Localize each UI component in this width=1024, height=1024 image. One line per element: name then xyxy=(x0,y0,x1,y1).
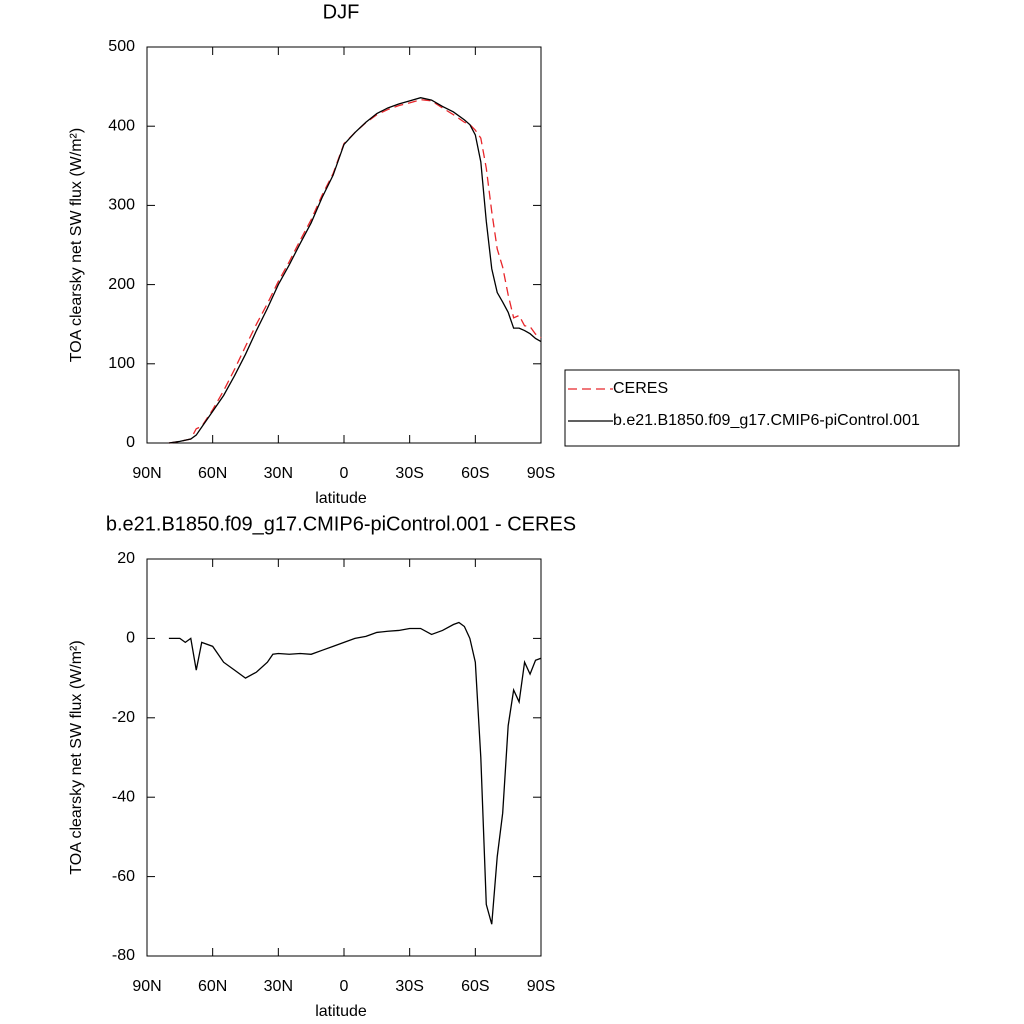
chart-title: DJF xyxy=(323,1,360,23)
y-tick-label: -20 xyxy=(112,709,135,726)
y-tick-label: 400 xyxy=(108,117,135,134)
x-axis-label: latitude xyxy=(315,490,367,507)
x-tick-label: 30N xyxy=(264,465,293,482)
y-tick-label: 0 xyxy=(126,434,135,451)
legend-label: CERES xyxy=(613,380,668,397)
x-tick-label: 60N xyxy=(198,465,227,482)
x-tick-label: 90N xyxy=(132,978,161,995)
x-tick-label: 60N xyxy=(198,978,227,995)
y-tick-label: -80 xyxy=(112,947,135,964)
x-tick-label: 0 xyxy=(340,978,349,995)
plot-frame xyxy=(146,46,542,444)
y-tick-label: -60 xyxy=(112,868,135,885)
chart-title: b.e21.B1850.f09_g17.CMIP6-piControl.001 … xyxy=(106,513,576,535)
y-tick-label: -40 xyxy=(112,788,135,805)
y-tick-label: 0 xyxy=(126,630,135,647)
y-tick-label: 300 xyxy=(108,197,135,214)
x-tick-label: 90S xyxy=(527,978,555,995)
x-tick-label: 0 xyxy=(340,465,349,482)
x-tick-label: 90N xyxy=(132,465,161,482)
x-tick-label: 90S xyxy=(527,465,555,482)
x-tick-label: 60S xyxy=(461,465,489,482)
y-tick-label: 500 xyxy=(108,38,135,55)
x-tick-label: 30S xyxy=(395,978,423,995)
y-tick-label: 20 xyxy=(117,550,135,567)
data-line xyxy=(168,97,542,444)
plot-frame xyxy=(146,558,542,957)
y-tick-label: 100 xyxy=(108,355,135,372)
legend-label: b.e21.B1850.f09_g17.CMIP6-piControl.001 xyxy=(613,412,920,429)
x-tick-label: 30S xyxy=(395,465,423,482)
x-tick-label: 30N xyxy=(264,978,293,995)
x-tick-label: 60S xyxy=(461,978,489,995)
data-line xyxy=(168,99,542,444)
y-axis-label: TOA clearsky net SW flux (W/m²) xyxy=(68,128,85,362)
legend-box xyxy=(564,369,960,447)
data-line xyxy=(168,621,542,925)
y-axis-label: TOA clearsky net SW flux (W/m²) xyxy=(68,640,85,874)
y-tick-label: 200 xyxy=(108,276,135,293)
x-axis-label: latitude xyxy=(315,1003,367,1020)
